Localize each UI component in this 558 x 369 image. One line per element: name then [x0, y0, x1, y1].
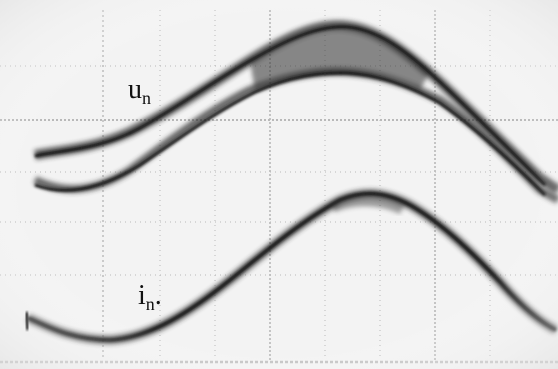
trace-label-i-name: i: [138, 280, 146, 311]
trace-label-i-suffix: .: [154, 280, 162, 311]
trace-label-u-name: u: [128, 74, 142, 105]
trace-label-u: un: [128, 74, 151, 108]
trace-label-i-subscript: n: [145, 294, 155, 314]
trace-label-u-subscript: n: [142, 88, 151, 108]
trace-label-i: in.: [138, 280, 162, 314]
